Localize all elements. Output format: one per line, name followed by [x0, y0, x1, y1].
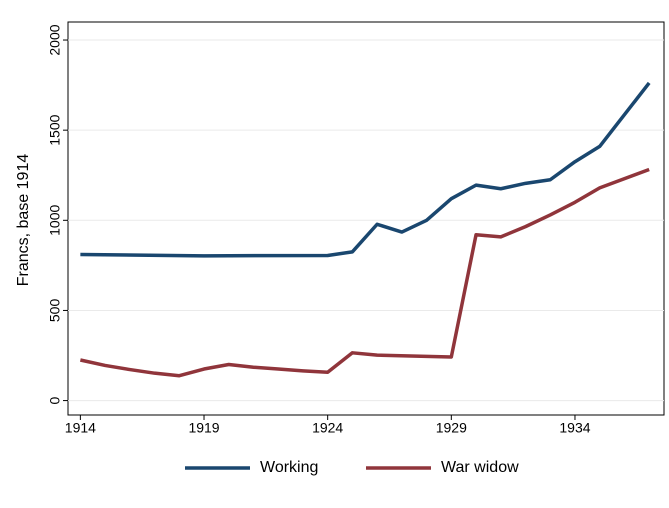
y-axis-label: Francs, base 1914 — [15, 154, 32, 287]
x-tick-label: 1919 — [188, 420, 219, 436]
y-tick-label: 0 — [47, 396, 63, 404]
legend-label: War widow — [441, 459, 519, 476]
x-tick-label: 1934 — [559, 420, 590, 436]
y-tick-label: 2000 — [47, 24, 63, 55]
x-tick-label: 1924 — [312, 420, 343, 436]
x-tick-label: 1929 — [436, 420, 467, 436]
y-tick-label: 1500 — [47, 114, 63, 145]
line — [79, 167, 650, 378]
y-tick-label: 1000 — [47, 205, 63, 236]
legend-label: Working — [260, 459, 318, 476]
plot-frame — [67, 21, 665, 416]
y-tick-label: 500 — [47, 299, 63, 323]
line — [80, 81, 651, 258]
x-tick-label: 1914 — [65, 420, 96, 436]
